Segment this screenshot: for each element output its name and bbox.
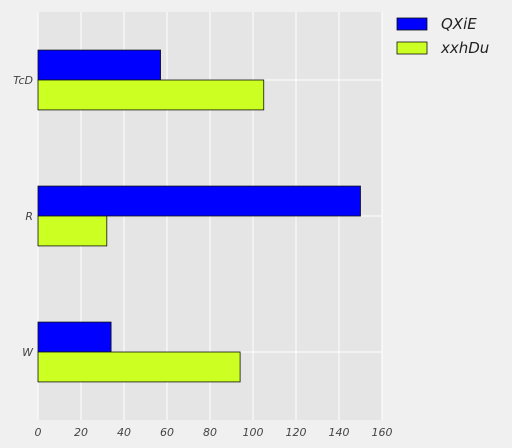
y-axis-ticks: TcD R W xyxy=(13,74,34,359)
y-tick-label: R xyxy=(25,210,33,223)
bar-xxhDu-R xyxy=(37,215,108,247)
legend: QXiE xxhDu xyxy=(396,15,489,57)
bar-QXiE-R xyxy=(37,185,361,217)
bar-QXiE-TcD xyxy=(37,49,161,81)
x-tick-label: 100 xyxy=(243,426,264,439)
x-tick-label: 120 xyxy=(286,426,307,439)
x-axis-ticks: 0 20 40 60 80 100 120 140 160 xyxy=(35,426,393,439)
bar-xxhDu-W xyxy=(37,351,241,383)
y-tick-label: TcD xyxy=(13,74,33,87)
x-tick-label: 20 xyxy=(74,426,88,439)
y-tick-label: W xyxy=(22,346,34,359)
x-tick-label: 80 xyxy=(203,426,217,439)
legend-swatch-xxhDu xyxy=(396,41,428,55)
bar-QXiE-W xyxy=(37,321,112,353)
legend-swatch-QXiE xyxy=(396,17,428,31)
x-tick-label: 40 xyxy=(117,426,131,439)
bars xyxy=(37,49,361,383)
x-tick-label: 0 xyxy=(35,426,42,439)
bar-xxhDu-TcD xyxy=(37,79,265,111)
x-tick-label: 160 xyxy=(372,426,393,439)
legend-label-xxhDu: xxhDu xyxy=(440,39,489,57)
x-tick-label: 60 xyxy=(160,426,174,439)
x-tick-label: 140 xyxy=(329,426,350,439)
legend-label-QXiE: QXiE xyxy=(441,15,477,33)
